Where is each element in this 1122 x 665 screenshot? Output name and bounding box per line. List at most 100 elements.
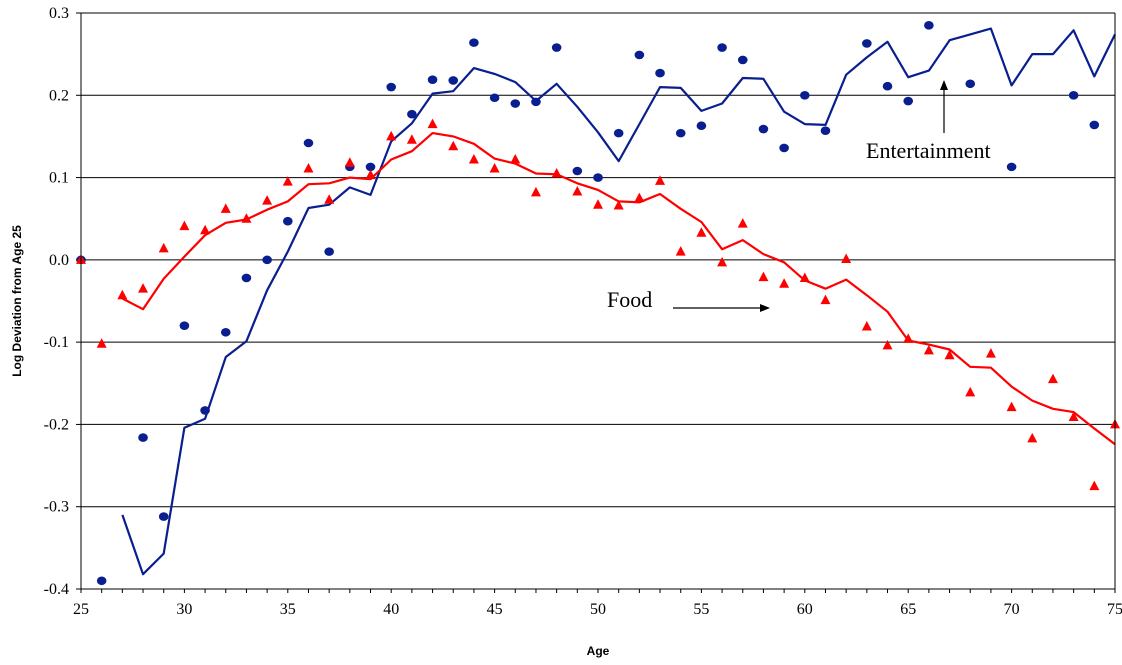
x-tick-label: 35 <box>280 601 296 618</box>
entertainment-points-point <box>572 166 583 176</box>
entertainment-points-point <box>593 173 603 182</box>
entertainment-points-point <box>158 512 169 521</box>
x-tick-label: 65 <box>900 601 916 618</box>
food-points-point <box>448 140 459 151</box>
food-points-point <box>965 386 976 397</box>
entertainment-points-point <box>1068 90 1079 100</box>
food-points-point <box>530 186 541 197</box>
entertainment-points-point <box>469 38 479 47</box>
food-points-point <box>1027 432 1038 443</box>
entertainment-points-point <box>882 81 893 91</box>
entertainment-points-point <box>427 75 438 84</box>
y-tick-label: 0.3 <box>49 5 69 22</box>
gridlines <box>76 12 1116 593</box>
food-points-point <box>758 271 769 282</box>
food-points-point <box>96 338 107 348</box>
entertainment-points-point <box>365 162 376 172</box>
food-points-point <box>282 176 293 186</box>
entertainment-points-point <box>138 433 148 442</box>
food-points-point <box>1006 401 1017 412</box>
x-tick-label: 60 <box>797 601 813 618</box>
food-points-point <box>655 175 666 185</box>
entertainment-points-point <box>448 76 459 85</box>
y-tick-label: -0.2 <box>44 416 69 433</box>
food-points-point <box>1089 480 1100 491</box>
entertainment-points-point <box>551 43 562 52</box>
entertainment-points-point <box>717 43 727 52</box>
entertainment-points-point <box>634 50 645 60</box>
food-points-point <box>779 278 790 288</box>
entertainment-points-point <box>613 128 624 138</box>
food-points-point <box>861 321 872 331</box>
food-points-point <box>220 203 231 213</box>
x-tick-label: 40 <box>383 601 399 618</box>
food-points-point <box>944 349 955 360</box>
x-tick-label: 30 <box>176 601 192 618</box>
entertainment-points-point <box>324 247 334 256</box>
annotation-entertainment: Entertainment <box>866 138 991 163</box>
food-points-point <box>634 192 645 203</box>
x-tick-label: 75 <box>1107 601 1122 618</box>
entertainment-points-point <box>510 99 521 108</box>
food-points-point <box>489 163 500 173</box>
entertainment-points-point <box>655 68 665 78</box>
entertainment-points-point <box>779 143 789 153</box>
entertainment-points-point <box>96 576 107 586</box>
y-tick-label: -0.1 <box>44 334 69 351</box>
y-tick-label: 0.0 <box>49 252 69 269</box>
food-points-point <box>613 200 624 210</box>
entertainment-points-point <box>283 216 293 226</box>
food-points-point <box>985 348 996 358</box>
food-points-point <box>324 194 335 204</box>
food-points-point <box>138 283 149 293</box>
y-tick-label: 0.1 <box>49 170 69 187</box>
food-points-point <box>593 199 603 209</box>
x-tick-labels: 25 30 35 40 45 50 55 60 65 70 75 <box>73 601 1122 618</box>
entertainment-points-point <box>965 79 976 89</box>
x-tick-label: 45 <box>487 601 503 618</box>
entertainment-points-point <box>737 55 748 65</box>
y-tick-label: -0.4 <box>44 581 69 598</box>
entertainment-points-point <box>407 109 417 119</box>
entertainment-points-point <box>820 126 831 135</box>
y-tick-label: 0.2 <box>49 87 69 104</box>
annotation-food: Food <box>607 287 652 312</box>
entertainment-points-point <box>1089 120 1100 130</box>
food-points-point <box>675 246 686 256</box>
food-points-point <box>717 256 728 267</box>
entertainment-points-point <box>179 321 190 330</box>
entertainment-points-point <box>386 82 397 92</box>
food-points-point <box>882 339 893 350</box>
food-points-point <box>303 163 314 173</box>
entertainment-points-point <box>262 255 272 265</box>
entertainment-points-point <box>758 124 769 134</box>
food-points-point <box>406 134 417 144</box>
y-tick-labels: 0.3 0.2 0.1 0.0 -0.1 -0.2 -0.3 -0.4 <box>44 5 69 598</box>
entertainment-points-point <box>303 138 314 148</box>
food-points-point <box>386 130 397 141</box>
entertainment-points-point <box>1006 162 1017 172</box>
food-points-point <box>179 220 190 231</box>
annotation-food-arrowhead <box>760 304 770 312</box>
entertainment-points-point <box>220 327 231 337</box>
x-tick-label: 55 <box>693 601 709 618</box>
food-points-point <box>158 242 169 253</box>
y-axis-title: Log Deviation from Age 25 <box>10 225 24 377</box>
food-points-point <box>427 118 438 129</box>
food-points-point <box>820 294 831 305</box>
entertainment-points-point <box>241 273 252 283</box>
y-tick-label: -0.3 <box>44 499 69 516</box>
entertainment-points-point <box>862 39 872 48</box>
entertainment-points-point <box>800 90 810 100</box>
food-points-point <box>510 153 521 164</box>
food-points-point <box>468 153 479 164</box>
series-layer <box>76 21 1120 586</box>
food-points-point <box>923 344 934 355</box>
entertainment-points-point <box>675 128 686 138</box>
food-points-point <box>737 218 748 228</box>
entertainment-points-point <box>489 93 500 103</box>
entertainment-smooth-line <box>121 27 1116 576</box>
food-points-point <box>841 253 852 264</box>
food-points-point <box>1068 411 1079 422</box>
food-points-point <box>696 227 707 237</box>
